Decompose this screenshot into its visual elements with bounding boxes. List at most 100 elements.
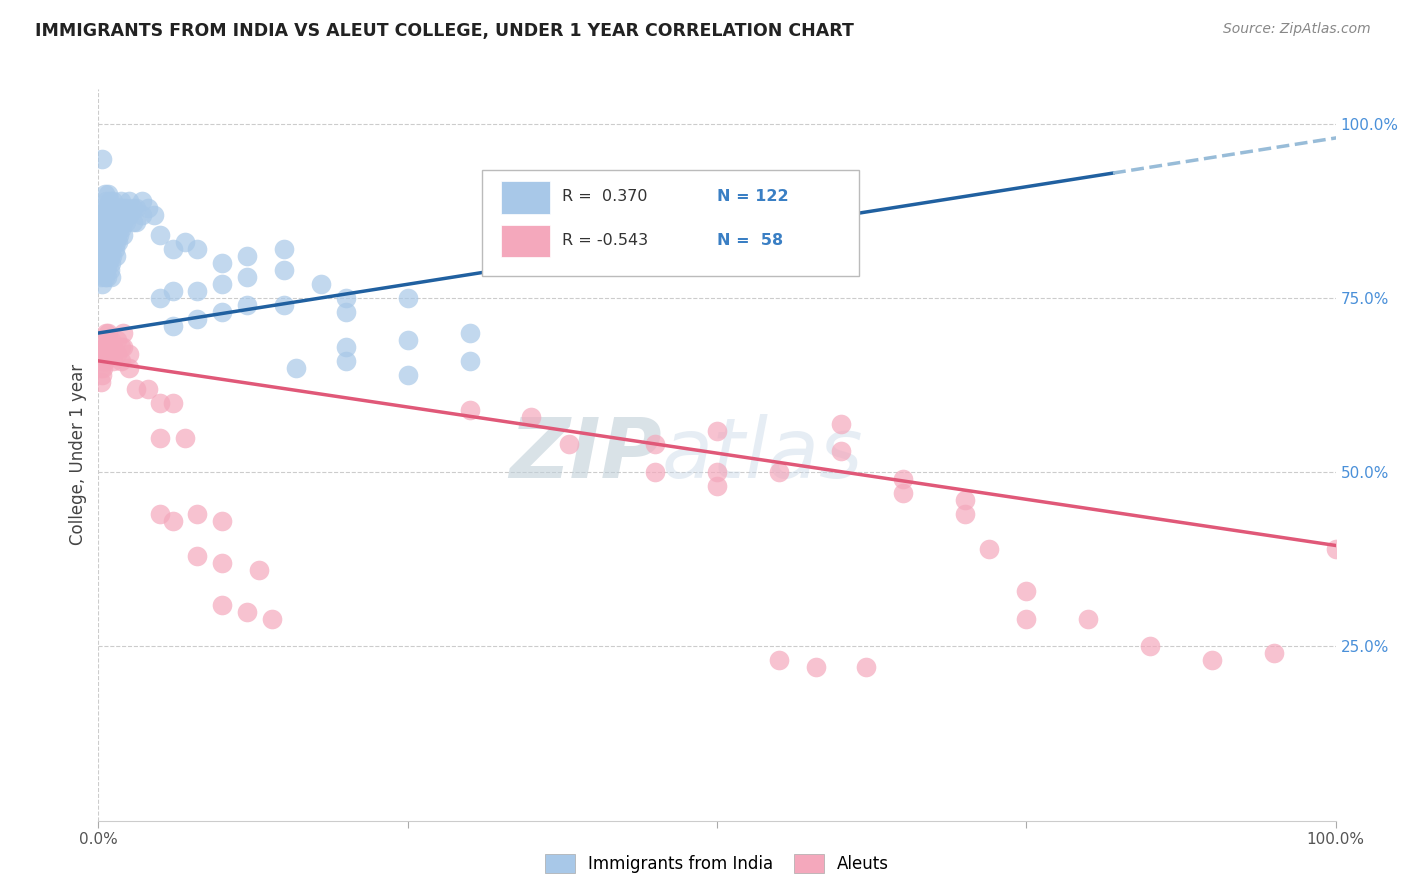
Point [96, 333, 118, 347]
Point [101, 235, 124, 250]
Point [136, 201, 159, 215]
Point [162, 514, 184, 528]
Point [891, 486, 914, 500]
Point [136, 382, 159, 396]
Point [98, 221, 121, 235]
Point [110, 194, 132, 208]
Point [98, 235, 121, 250]
Point [100, 256, 122, 270]
Point [93, 347, 115, 361]
Point [97, 201, 120, 215]
Point [830, 417, 852, 431]
Point [96, 347, 118, 361]
Point [273, 263, 295, 277]
Point [103, 228, 125, 243]
Point [396, 291, 419, 305]
Point [335, 354, 357, 368]
Point [96, 243, 118, 257]
Point [1324, 541, 1347, 556]
Point [94, 263, 117, 277]
Point [768, 466, 790, 480]
Point [953, 493, 976, 508]
Point [97, 214, 120, 228]
Point [96, 256, 118, 270]
Point [104, 249, 127, 263]
Point [396, 368, 419, 382]
Point [804, 660, 827, 674]
Point [91, 152, 114, 166]
Point [93, 208, 115, 222]
Point [110, 208, 132, 222]
Point [236, 605, 259, 619]
Text: ZIP: ZIP [509, 415, 661, 495]
Point [107, 235, 129, 250]
Point [93, 340, 115, 354]
Point [247, 563, 270, 577]
Point [98, 194, 121, 208]
Point [108, 228, 131, 243]
Point [174, 235, 197, 250]
Point [335, 291, 357, 305]
Point [93, 186, 115, 201]
Point [236, 270, 259, 285]
Point [93, 243, 115, 257]
Point [100, 243, 122, 257]
Point [90, 214, 112, 228]
Point [93, 243, 115, 257]
Point [93, 256, 115, 270]
Point [114, 214, 136, 228]
Point [236, 298, 259, 312]
Point [103, 208, 125, 222]
Point [94, 194, 117, 208]
Point [706, 466, 728, 480]
Point [94, 340, 117, 354]
Point [211, 256, 233, 270]
Point [94, 221, 117, 235]
Point [96, 214, 118, 228]
Point [162, 243, 184, 257]
Point [174, 430, 197, 444]
Point [112, 201, 135, 215]
Point [309, 277, 332, 292]
Point [93, 221, 115, 235]
Point [1077, 612, 1099, 626]
Point [91, 340, 114, 354]
Point [162, 319, 184, 334]
Point [830, 444, 852, 458]
Point [103, 194, 125, 208]
Legend: Immigrants from India, Aleuts: Immigrants from India, Aleuts [537, 846, 897, 882]
Point [124, 382, 146, 396]
Point [1015, 583, 1038, 598]
Point [124, 214, 146, 228]
Point [103, 243, 125, 257]
Point [112, 214, 135, 228]
Point [105, 333, 128, 347]
Point [93, 354, 115, 368]
Point [97, 256, 120, 270]
Point [891, 472, 914, 486]
Point [186, 312, 208, 326]
Point [1263, 647, 1285, 661]
Point [557, 437, 579, 451]
Point [98, 263, 121, 277]
Point [335, 305, 357, 319]
Point [94, 208, 117, 222]
Point [96, 228, 118, 243]
Point [103, 340, 125, 354]
Point [149, 430, 172, 444]
Point [644, 466, 666, 480]
Point [101, 221, 124, 235]
FancyBboxPatch shape [501, 225, 550, 258]
Point [91, 249, 114, 263]
Point [122, 201, 145, 215]
Point [103, 354, 125, 368]
Point [91, 368, 114, 382]
Point [162, 395, 184, 409]
Point [97, 340, 120, 354]
Point [107, 208, 129, 222]
Point [91, 277, 114, 292]
Point [149, 228, 172, 243]
Point [953, 507, 976, 521]
Point [94, 235, 117, 250]
Text: Source: ZipAtlas.com: Source: ZipAtlas.com [1223, 22, 1371, 37]
